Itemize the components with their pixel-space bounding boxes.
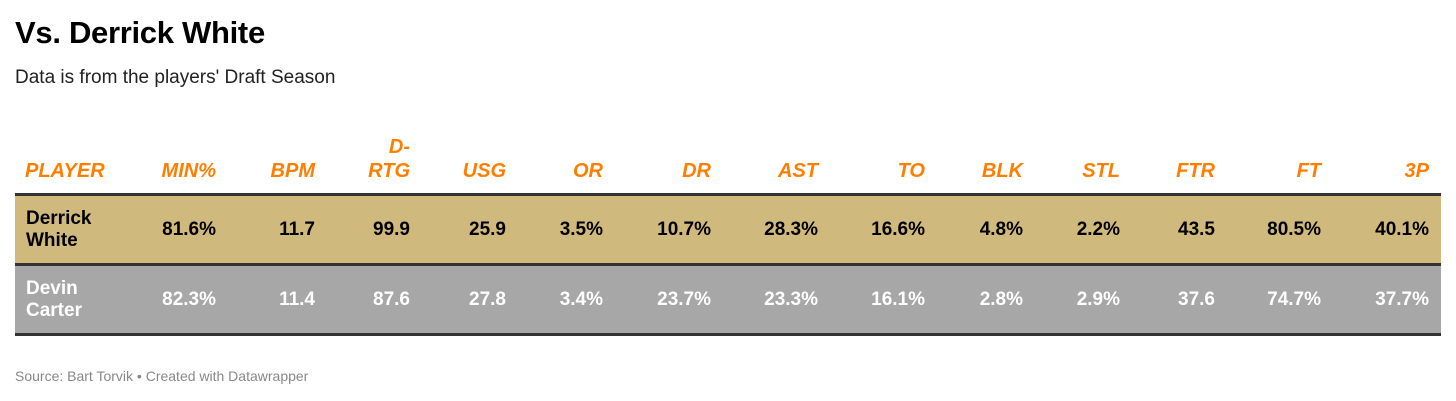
column-header-stl: STL: [1030, 159, 1120, 183]
stat-cell-min: 81.6%: [162, 218, 216, 240]
stat-cell-bpm: 11.4: [279, 288, 315, 310]
column-header-blk: BLK: [933, 159, 1023, 183]
stat-cell-d-rtg: 99.9: [373, 218, 410, 240]
column-header-line: 3P: [1404, 160, 1429, 182]
stat-cell-blk: 2.8%: [979, 288, 1023, 310]
comparison-table: PLAYER MIN% BPM D- RTG USG OR DR AST TO BLK STL FTR F…: [15, 128, 1441, 336]
column-header-line: BLK: [981, 160, 1023, 182]
stat-cell-or: 3.5%: [559, 218, 603, 240]
stat-cell-3p: 37.7%: [1375, 288, 1429, 310]
table-body: Derrick White 81.6% 11.7 99.9 25.9 3.5% 10.7% 28…: [15, 196, 1441, 336]
column-header-line: FTR: [1176, 160, 1215, 182]
stat-cell-stl: 2.9%: [1076, 288, 1120, 310]
column-header-or: OR: [513, 159, 603, 183]
stat-cell-stl: 2.2%: [1076, 218, 1120, 240]
source-note: Source: Bart Torvik: [15, 368, 134, 384]
column-header-usg: USG: [416, 159, 506, 183]
stat-cell-3p: 40.1%: [1375, 218, 1429, 240]
column-header-line: STL: [1082, 160, 1120, 182]
stat-cell-to: 16.6%: [871, 218, 925, 240]
stat-cell-usg: 25.9: [469, 218, 506, 240]
stat-cell-usg: 27.8: [469, 288, 506, 310]
column-header-3p: 3P: [1339, 159, 1429, 183]
chart-footer: Source: Bart Torvik • Created with Dataw…: [15, 367, 308, 385]
player-name-cell: Derrick White: [26, 196, 136, 263]
chart-title: Vs. Derrick White: [15, 15, 265, 50]
column-header-line: TO: [897, 160, 925, 182]
stat-cell-d-rtg: 87.6: [373, 288, 410, 310]
stat-cell-dr: 10.7%: [657, 218, 711, 240]
footer-separator: •: [136, 368, 142, 384]
stat-cell-dr: 23.7%: [657, 288, 711, 310]
column-header-ast: AST: [728, 159, 818, 183]
stat-cell-bpm: 11.7: [279, 218, 315, 240]
stat-cell-min: 82.3%: [162, 288, 216, 310]
player-name-line: Devin: [26, 277, 78, 299]
column-header-bpm: BPM: [225, 159, 315, 183]
column-header-line: BPM: [270, 160, 315, 182]
table-row: Devin Carter 82.3% 11.4 87.6 27.8 3.4% 23.7% 23.…: [15, 266, 1441, 336]
stat-cell-to: 16.1%: [871, 288, 925, 310]
chart-subtitle: Data is from the players' Draft Season: [15, 67, 336, 88]
stat-cell-ast: 28.3%: [764, 218, 818, 240]
stat-cell-blk: 4.8%: [979, 218, 1023, 240]
column-header-line: USG: [462, 160, 506, 182]
column-header-line: OR: [573, 160, 603, 182]
column-header-to: TO: [835, 159, 925, 183]
stat-cell-ftr: 43.5: [1178, 218, 1215, 240]
column-header-line: MIN%: [161, 160, 216, 182]
player-name-line: White: [26, 229, 78, 251]
column-header-line: AST: [778, 160, 818, 182]
column-header-d-rtg: D- RTG: [320, 135, 410, 183]
stat-cell-ft: 74.7%: [1267, 288, 1321, 310]
table-header-row: PLAYER MIN% BPM D- RTG USG OR DR AST TO BLK STL FTR F…: [15, 128, 1441, 196]
player-name-line: Derrick: [26, 207, 92, 229]
column-header-ft: FT: [1231, 159, 1321, 183]
column-header-dr: DR: [621, 159, 711, 183]
column-header-line: DR: [682, 160, 711, 182]
column-header-player: PLAYER: [25, 159, 105, 183]
column-header-min: MIN%: [126, 159, 216, 183]
stat-cell-or: 3.4%: [559, 288, 603, 310]
player-name-line: Carter: [26, 299, 82, 321]
column-header-line: FT: [1296, 160, 1321, 182]
stat-cell-ast: 23.3%: [764, 288, 818, 310]
column-header-line: D-: [388, 136, 410, 158]
table-row: Derrick White 81.6% 11.7 99.9 25.9 3.5% 10.7% 28…: [15, 196, 1441, 266]
column-header-line: PLAYER: [25, 160, 105, 182]
credit-note: Created with Datawrapper: [145, 368, 309, 384]
stat-cell-ftr: 37.6: [1178, 288, 1215, 310]
player-name-cell: Devin Carter: [26, 266, 136, 333]
column-header-line: RTG: [368, 160, 410, 182]
stat-cell-ft: 80.5%: [1267, 218, 1321, 240]
column-header-ftr: FTR: [1125, 159, 1215, 183]
